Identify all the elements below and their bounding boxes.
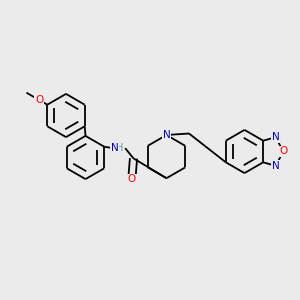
Text: O: O: [35, 95, 44, 105]
Text: N: N: [272, 161, 280, 171]
Text: N: N: [272, 132, 280, 142]
Text: N: N: [111, 143, 119, 153]
Text: N: N: [163, 130, 170, 140]
Text: H: H: [116, 143, 124, 153]
Text: O: O: [128, 174, 136, 184]
Text: O: O: [279, 146, 287, 157]
